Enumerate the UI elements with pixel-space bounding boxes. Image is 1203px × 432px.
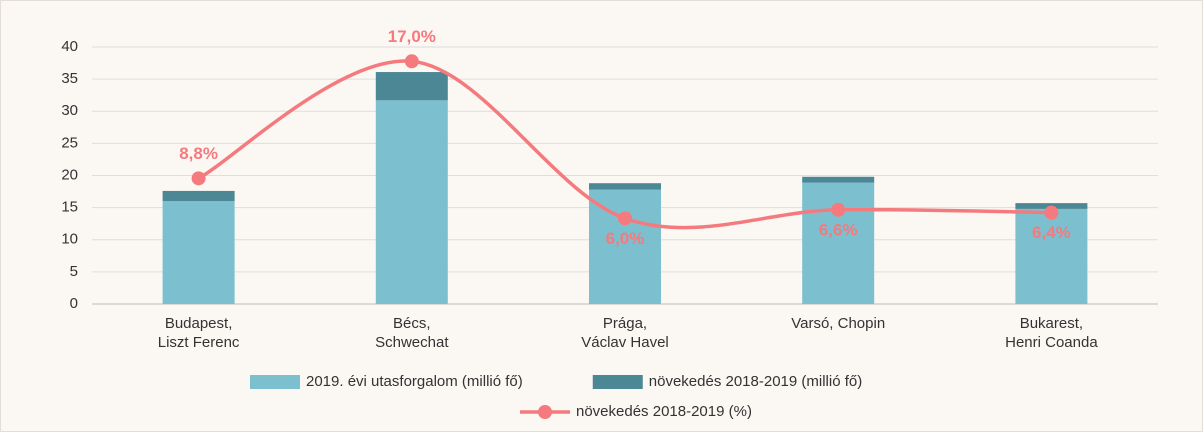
bar-segment — [802, 182, 875, 304]
legend-label: növekedés 2018-2019 (millió fő) — [649, 373, 862, 390]
legend-label: növekedés 2018-2019 (%) — [576, 403, 752, 420]
line-marker — [404, 54, 419, 69]
x-tick-label: Bukarest, Henri Coanda — [1005, 315, 1098, 351]
line-marker — [1044, 205, 1059, 220]
data-label: 6,6% — [819, 220, 858, 239]
bar-segment — [162, 201, 235, 304]
y-tick-label: 5 — [70, 263, 78, 280]
y-tick-label: 0 — [70, 295, 78, 312]
bar-segment — [375, 72, 448, 101]
data-label: 6,4% — [1032, 223, 1071, 242]
y-tick-label: 30 — [61, 102, 78, 119]
y-tick-label: 40 — [61, 38, 78, 55]
data-label: 17,0% — [388, 27, 436, 46]
x-tick-label: Prága, Václav Havel — [581, 315, 669, 351]
bar-segment — [375, 100, 448, 304]
bar-segment — [589, 189, 661, 304]
x-tick-label: Budapest, Liszt Ferenc — [158, 315, 240, 351]
line — [197, 59, 1052, 230]
bar-segment — [162, 190, 235, 202]
x-tick-label: Varsó, Chopin — [791, 315, 885, 332]
bar-segment — [802, 176, 875, 183]
bar-segment — [1015, 208, 1088, 304]
x-tick-label: Bécs, Schwechat — [375, 315, 449, 351]
data-label: 6,0% — [606, 229, 645, 248]
y-tick-label: 35 — [61, 70, 78, 87]
data-label: 8,8% — [179, 144, 218, 163]
legend-label: 2019. évi utasforgalom (millió fő) — [306, 373, 523, 390]
line-marker — [191, 171, 206, 186]
y-tick-label: 20 — [61, 166, 78, 183]
bar-segment — [589, 183, 661, 190]
y-tick-label: 10 — [61, 231, 78, 248]
y-tick-label: 15 — [61, 199, 78, 216]
y-tick-label: 25 — [61, 134, 78, 151]
line-marker — [618, 211, 632, 226]
legend-swatch — [592, 375, 643, 389]
line-marker — [831, 202, 846, 217]
legend-marker — [538, 405, 552, 419]
legend-swatch — [250, 375, 300, 389]
